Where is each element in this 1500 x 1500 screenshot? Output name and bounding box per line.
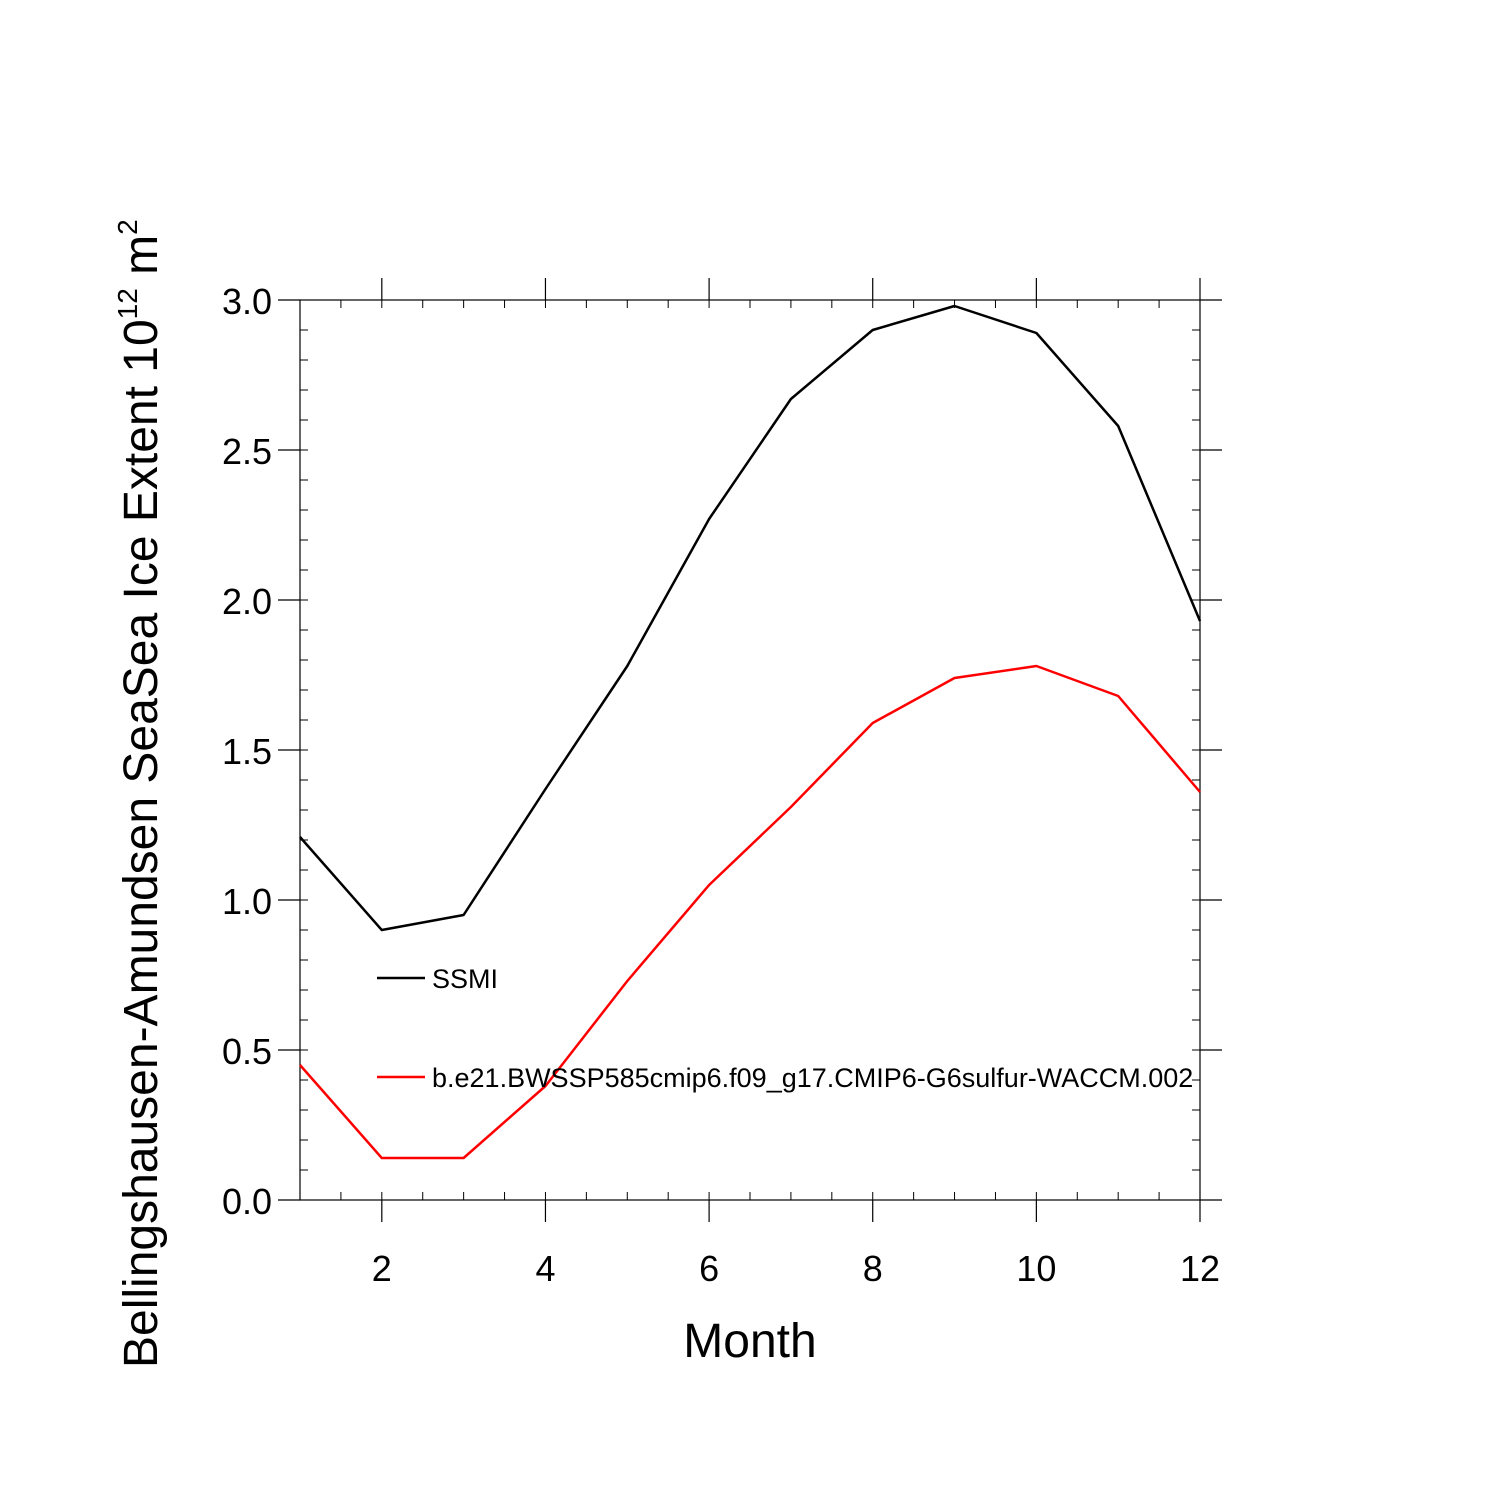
minor-ticks bbox=[299, 299, 1201, 1201]
y-tick-label: 2.5 bbox=[222, 431, 272, 472]
x-tick-label: 6 bbox=[699, 1248, 719, 1289]
series-line-ssmi bbox=[299, 304, 1202, 932]
y-tick-label: 3.0 bbox=[222, 281, 272, 322]
legend-label-ssmi: SSMI bbox=[432, 964, 498, 994]
y-tick-label: 1.5 bbox=[222, 731, 272, 772]
y-axis-title: Bellingshausen-Amundsen SeaSea Ice Exten… bbox=[112, 219, 168, 1368]
y-tick-label: 2.0 bbox=[222, 581, 272, 622]
series-line-model bbox=[299, 664, 1201, 1160]
y-axis-title-main: Bellingshausen-Amundsen SeaSea Ice Exten… bbox=[115, 319, 168, 1368]
x-axis-title: Month bbox=[683, 1315, 816, 1368]
y-tick-label: 0.5 bbox=[222, 1031, 272, 1072]
x-tick-label: 12 bbox=[1180, 1248, 1220, 1289]
y-tick-label: 1.0 bbox=[222, 881, 272, 922]
major-ticks bbox=[278, 278, 1222, 1222]
x-tick-label: 8 bbox=[863, 1248, 883, 1289]
y-axis-title-unit: m bbox=[115, 235, 168, 288]
y-axis-title-unit-exponent: 2 bbox=[112, 219, 143, 235]
legend: SSMI b.e21.BWSSP585cmip6.f09_g17.CMIP6-G… bbox=[377, 964, 1193, 1093]
x-tick-label: 2 bbox=[372, 1248, 392, 1289]
y-axis-title-exponent: 12 bbox=[112, 288, 143, 319]
series-lines bbox=[299, 304, 1202, 1160]
x-tick-labels: 2 4 6 8 10 12 bbox=[372, 1248, 1220, 1289]
x-tick-label: 10 bbox=[1016, 1248, 1056, 1289]
y-tick-label: 0.0 bbox=[222, 1181, 272, 1222]
x-tick-label: 4 bbox=[535, 1248, 555, 1289]
legend-label-model: b.e21.BWSSP585cmip6.f09_g17.CMIP6-G6sulf… bbox=[432, 1063, 1193, 1093]
y-tick-labels: 0.0 0.5 1.0 1.5 2.0 2.5 3.0 bbox=[222, 281, 272, 1222]
